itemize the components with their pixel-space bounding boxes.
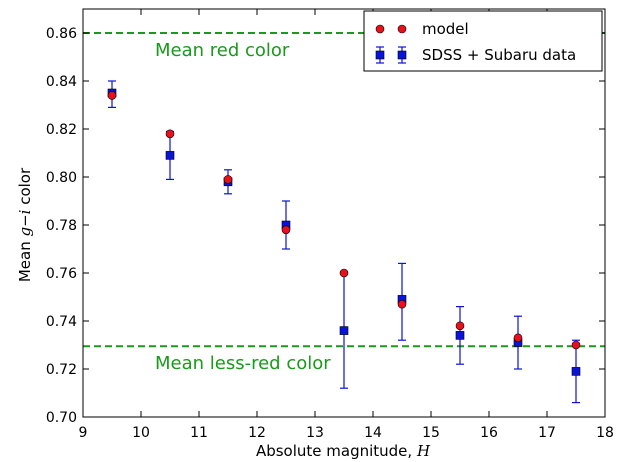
legend-marker-data <box>397 50 407 60</box>
y-tick-label: 0.76 <box>46 266 77 282</box>
y-tick-label: 0.74 <box>46 314 77 330</box>
axes-layer: 9 10 11 12 13 14 15 16 17 18 0.70 0.72 0.74 0.76 0.78 0… <box>46 8 614 441</box>
model-point-circle <box>397 299 407 309</box>
legend-label-model: model <box>422 20 469 38</box>
x-tick-label: 9 <box>79 425 88 441</box>
model-point-circle <box>513 333 523 343</box>
legend-label-data: SDSS + Subaru data <box>422 46 576 64</box>
model-point-circle <box>165 129 175 139</box>
y-tick-label: 0.86 <box>46 26 77 42</box>
y-tick-label: 0.80 <box>46 170 77 186</box>
x-tick-label: 17 <box>538 425 556 441</box>
legend-box <box>363 10 603 72</box>
x-tick-label: 11 <box>190 425 208 441</box>
y-tick-label: 0.70 <box>46 410 77 426</box>
model-point-circle <box>571 340 581 350</box>
plot-frame <box>82 8 606 418</box>
legend: model SDSS + Subaru data <box>363 10 603 72</box>
data-point-square <box>165 151 175 160</box>
x-tick-label: 10 <box>132 425 150 441</box>
model-point-circle <box>339 268 349 278</box>
data-point-square <box>571 367 581 376</box>
reference-line-label: Mean red color <box>155 40 290 61</box>
x-tick-label: 18 <box>596 425 614 441</box>
model-point-circle <box>455 321 465 331</box>
legend-marker-model <box>375 24 385 34</box>
model-point-circle <box>107 91 117 100</box>
reference-line-label: Mean less-red color <box>155 353 331 374</box>
x-tick-label: 16 <box>480 425 498 441</box>
y-tick-label: 0.72 <box>46 362 77 378</box>
model-point-circle <box>223 175 233 184</box>
y-tick-label: 0.78 <box>46 218 77 234</box>
x-axis-label: Absolute magnitude, H <box>256 442 431 460</box>
model-point-circle <box>281 225 291 235</box>
data-point-square <box>339 326 349 335</box>
y-tick-label: 0.84 <box>46 74 77 90</box>
y-axis-label: Mean g−i color <box>16 167 34 282</box>
x-tick-label: 15 <box>422 425 440 441</box>
data-point-square <box>455 331 465 340</box>
plot-layer: Mean red color Mean less-red color <box>83 32 605 404</box>
legend-marker-data <box>375 50 385 60</box>
x-tick-label: 13 <box>306 425 324 441</box>
x-tick-label: 14 <box>364 425 382 441</box>
y-tick-label: 0.82 <box>46 122 77 138</box>
legend-marker-model <box>397 24 407 34</box>
x-tick-label: 12 <box>248 425 266 441</box>
